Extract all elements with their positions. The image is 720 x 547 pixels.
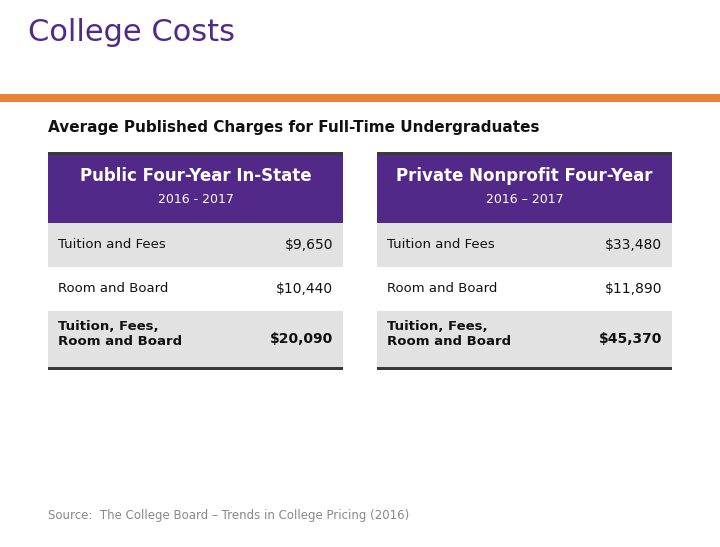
Text: $20,090: $20,090 bbox=[270, 332, 333, 346]
Text: 2016 – 2017: 2016 – 2017 bbox=[486, 193, 563, 206]
Text: 2016 - 2017: 2016 - 2017 bbox=[158, 193, 233, 206]
Bar bbox=[48, 311, 343, 367]
Bar bbox=[377, 267, 672, 311]
Text: Room and Board: Room and Board bbox=[387, 282, 498, 295]
Text: Tuition, Fees,: Tuition, Fees, bbox=[58, 320, 158, 333]
Text: $45,370: $45,370 bbox=[598, 332, 662, 346]
Bar bbox=[377, 223, 672, 267]
Bar bbox=[0, 94, 720, 102]
Bar bbox=[48, 152, 343, 155]
Text: $10,440: $10,440 bbox=[276, 282, 333, 296]
Text: Source:  The College Board – Trends in College Pricing (2016): Source: The College Board – Trends in Co… bbox=[48, 509, 409, 522]
Text: Tuition and Fees: Tuition and Fees bbox=[58, 238, 166, 252]
Text: Average Published Charges for Full-Time Undergraduates: Average Published Charges for Full-Time … bbox=[48, 120, 539, 135]
Bar bbox=[48, 223, 343, 267]
Bar bbox=[377, 311, 672, 367]
Text: College Costs: College Costs bbox=[28, 18, 235, 47]
Bar bbox=[48, 367, 343, 370]
Text: Tuition and Fees: Tuition and Fees bbox=[387, 238, 495, 252]
Text: Tuition, Fees,: Tuition, Fees, bbox=[387, 320, 487, 333]
Bar bbox=[377, 367, 672, 370]
Text: $11,890: $11,890 bbox=[605, 282, 662, 296]
Bar bbox=[48, 155, 343, 223]
Text: Room and Board: Room and Board bbox=[58, 282, 168, 295]
Text: $33,480: $33,480 bbox=[605, 238, 662, 252]
Bar bbox=[377, 155, 672, 223]
Bar bbox=[48, 267, 343, 311]
Text: Room and Board: Room and Board bbox=[58, 335, 182, 348]
Bar bbox=[377, 152, 672, 155]
Text: $9,650: $9,650 bbox=[284, 238, 333, 252]
Text: Room and Board: Room and Board bbox=[387, 335, 511, 348]
Text: Public Four-Year In-State: Public Four-Year In-State bbox=[80, 167, 311, 185]
Text: Private Nonprofit Four-Year: Private Nonprofit Four-Year bbox=[396, 167, 653, 185]
